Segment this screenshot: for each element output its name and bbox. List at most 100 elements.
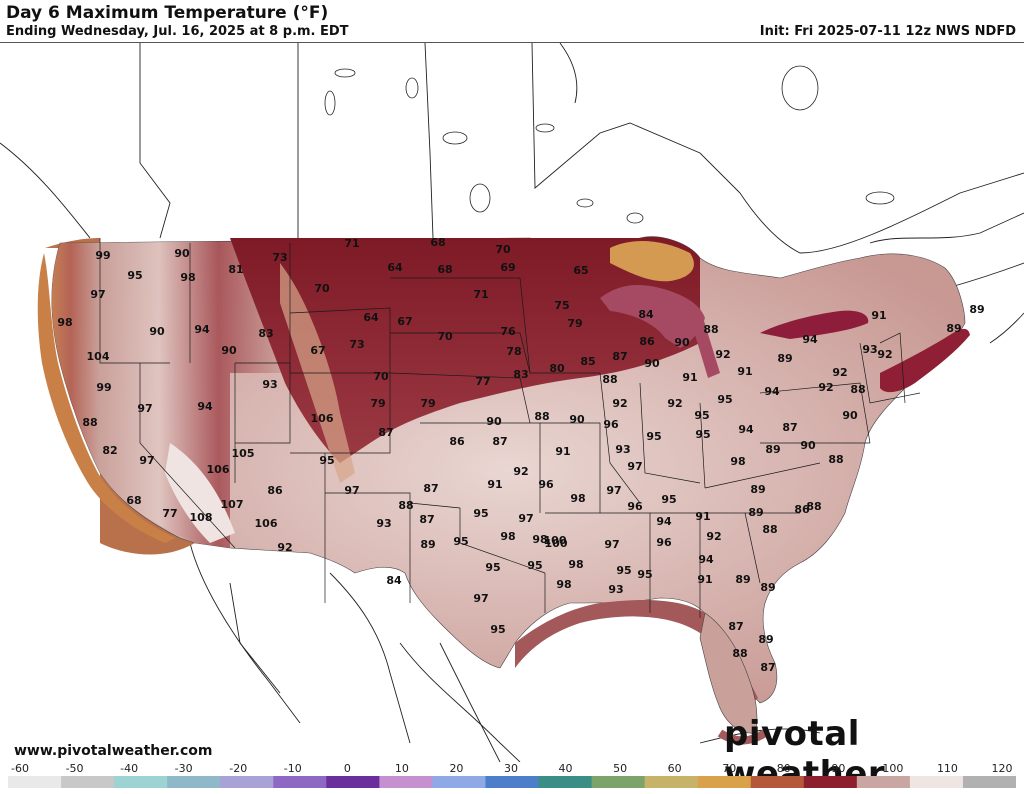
temperature-label: 67	[397, 315, 412, 328]
temperature-label: 97	[627, 460, 642, 473]
map-title: Day 6 Maximum Temperature (°F)	[6, 3, 329, 23]
colorbar-segment	[803, 776, 858, 788]
colorbar-segment	[273, 776, 327, 788]
temperature-label: 87	[492, 435, 507, 448]
colorbar-tick-label: 40	[558, 762, 573, 775]
temperature-label: 94	[738, 423, 754, 436]
temperature-label: 100	[545, 537, 568, 550]
colorbar-tick-label: -50	[65, 762, 84, 775]
temperature-label: 81	[228, 263, 243, 276]
temperature-label: 98	[500, 530, 515, 543]
temperature-label: 95	[527, 559, 542, 572]
colorbar-tick-label: 80	[776, 762, 791, 775]
temperature-label: 98	[570, 492, 585, 505]
temperature-label: 92	[832, 366, 847, 379]
temperature-label: 97	[139, 454, 154, 467]
temperature-label: 71	[473, 288, 488, 301]
temperature-label: 93	[615, 443, 630, 456]
temperature-label: 95	[319, 454, 334, 467]
temperature-label: 97	[518, 512, 533, 525]
colorbar-tick-label: -40	[120, 762, 139, 775]
temperature-label: 98	[730, 455, 745, 468]
temperature-label: 69	[500, 261, 515, 274]
temperature-label: 98	[568, 558, 583, 571]
temperature-label: 96	[627, 500, 643, 513]
temperature-label: 94	[656, 515, 672, 528]
temperature-label: 97	[90, 288, 105, 301]
temperature-label: 86	[267, 484, 283, 497]
temperature-label: 89	[760, 581, 775, 594]
temperature-label: 88	[850, 383, 865, 396]
temperature-label: 88	[703, 323, 718, 336]
temperature-label: 93	[262, 378, 277, 391]
temperature-label: 68	[126, 494, 141, 507]
colorbar-segment	[114, 776, 168, 788]
temperature-label: 94	[802, 333, 818, 346]
colorbar-tick-label: 90	[831, 762, 846, 775]
temperature-label: 75	[554, 299, 569, 312]
map-area[interactable]: 99 90 95 98 97 81 73 71 68 70 64 68 69 65 70 71 75 79 84 98…	[0, 42, 1024, 762]
temperature-label: 98	[57, 316, 72, 329]
temperature-label: 91	[871, 309, 886, 322]
temperature-label: 95	[661, 493, 676, 506]
temperature-label: 108	[190, 511, 213, 524]
temperature-label: 93	[862, 343, 877, 356]
temperature-label: 95	[473, 507, 488, 520]
colorbar-tick-label: 50	[613, 762, 628, 775]
temperature-label: 96	[538, 478, 554, 491]
temperature-label: 99	[96, 381, 111, 394]
temperature-label: 107	[221, 498, 244, 511]
temperature-label: 89	[946, 322, 961, 335]
temperature-label: 79	[420, 397, 435, 410]
temperature-label: 83	[258, 327, 273, 340]
temperature-label: 91	[695, 510, 710, 523]
temperature-label: 73	[272, 251, 287, 264]
temperature-label: 80	[549, 362, 565, 375]
temperature-label: 95	[453, 535, 468, 548]
temperature-label: 96	[603, 418, 619, 431]
temperature-label: 95	[127, 269, 142, 282]
colorbar-segment	[167, 776, 221, 788]
temperature-label: 87	[782, 421, 797, 434]
colorbar-segment	[909, 776, 964, 788]
temperature-label: 90	[221, 344, 237, 357]
temperature-label: 83	[513, 368, 528, 381]
temperature-label: 90	[174, 247, 190, 260]
temperature-label: 88	[828, 453, 843, 466]
temperature-label: 88	[602, 373, 617, 386]
temperature-label: 84	[638, 308, 654, 321]
temperature-label: 70	[437, 330, 453, 343]
temperature-label: 78	[506, 345, 521, 358]
temperature-label: 71	[344, 237, 359, 250]
temperature-label: 77	[162, 507, 177, 520]
temperature-label: 88	[732, 647, 747, 660]
temperature-label: 88	[762, 523, 777, 536]
temperature-label: 90	[842, 409, 858, 422]
colorbar-segment	[8, 776, 62, 788]
colorbar-tick-label: -60	[11, 762, 29, 775]
temperature-label: 94	[194, 323, 210, 336]
temperature-label: 89	[748, 506, 763, 519]
colorbar-segment	[61, 776, 115, 788]
temperature-label: 88	[82, 416, 97, 429]
temperature-label: 89	[750, 483, 765, 496]
temperature-label: 64	[387, 261, 403, 274]
colorbar-segment	[379, 776, 433, 788]
temperature-label: 91	[487, 478, 502, 491]
website-url[interactable]: www.pivotalweather.com	[14, 743, 213, 759]
temperature-label: 68	[430, 236, 445, 249]
temperature-label: 90	[644, 357, 660, 370]
temperature-label: 84	[386, 574, 402, 587]
colorbar-segment	[856, 776, 911, 788]
temperature-label: 94	[764, 385, 780, 398]
temperature-label: 92	[612, 397, 627, 410]
temperature-label: 92	[667, 397, 682, 410]
state-lines	[99, 238, 921, 618]
temperature-label: 89	[765, 443, 780, 456]
temperature-label: 95	[694, 409, 709, 422]
temperature-label: 92	[513, 465, 528, 478]
colorbar-segment	[538, 776, 593, 788]
temperature-label: 95	[485, 561, 500, 574]
